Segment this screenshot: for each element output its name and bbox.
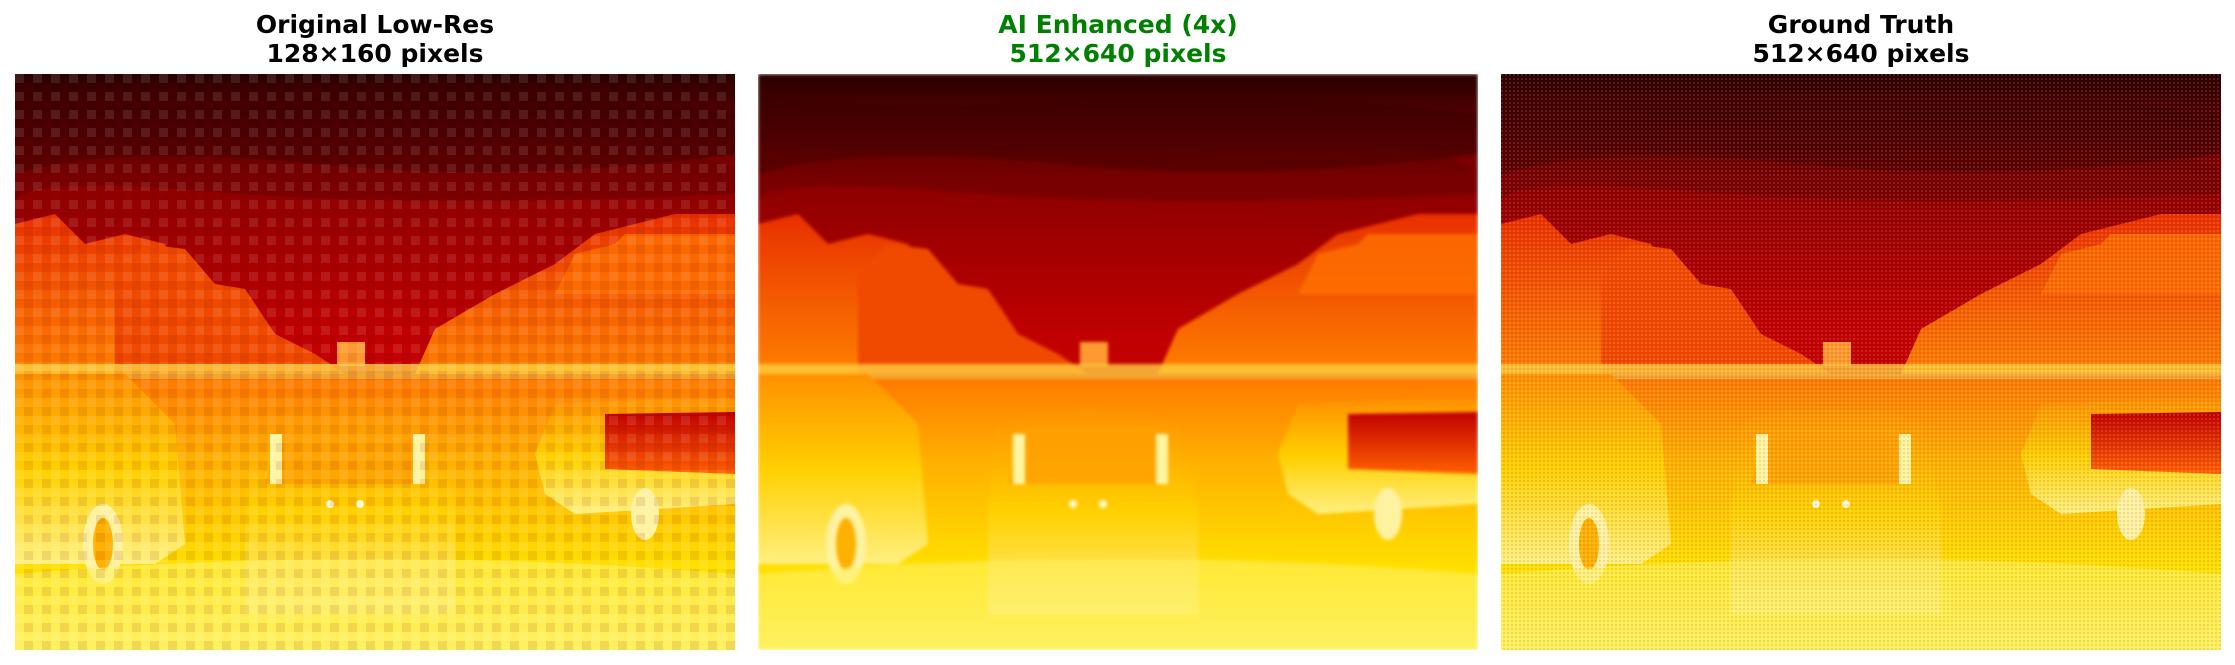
panel-ground-truth: Ground Truth 512×640 pixels <box>1501 0 2221 665</box>
panel-title-line2: 128×160 pixels <box>266 39 484 68</box>
ai-enhanced-thermal-street-image <box>758 74 1478 650</box>
panel-title-line1: AI Enhanced (4x) <box>998 10 1238 39</box>
panel-title-line1: Original Low-Res <box>255 10 495 39</box>
panel-title: Original Low-Res 128×160 pixels <box>15 10 735 68</box>
panel-ai-enhanced: AI Enhanced (4x) 512×640 pixels <box>758 0 1478 665</box>
ground-truth-thermal-street-image <box>1501 74 2221 650</box>
panel-title-line1: Ground Truth <box>1767 10 1955 39</box>
low-res-thermal-street-image <box>15 74 735 650</box>
panel-title: AI Enhanced (4x) 512×640 pixels <box>758 10 1478 68</box>
panel-title: Ground Truth 512×640 pixels <box>1501 10 2221 68</box>
panel-title-line2: 512×640 pixels <box>1752 39 1970 68</box>
panel-original-low-res: Original Low-Res 128×160 pixels <box>15 0 735 665</box>
panel-title-line2: 512×640 pixels <box>1009 39 1227 68</box>
